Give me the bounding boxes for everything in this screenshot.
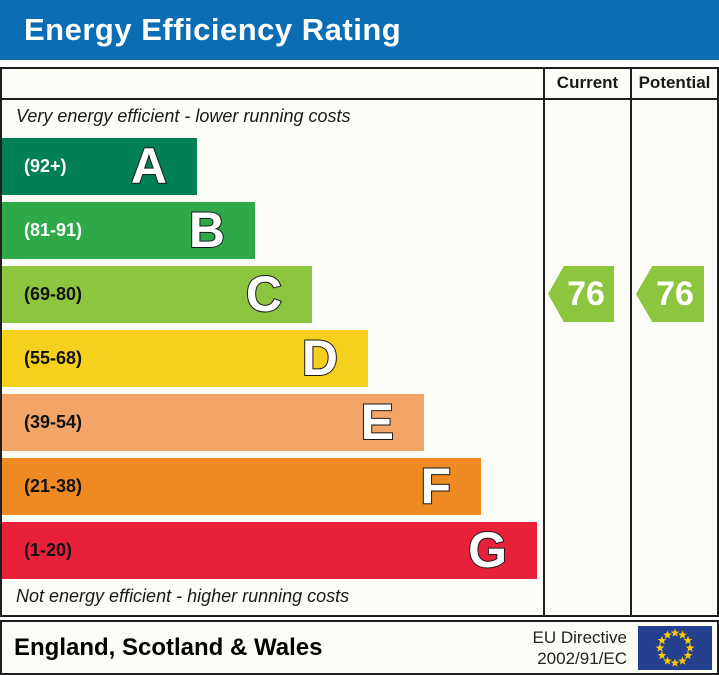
eu-directive-label: EU Directive 2002/91/EC [467,627,627,669]
eu-flag-icon [638,626,712,670]
band-F: (21-38) F [2,457,481,515]
band-A: (92+) A [2,137,197,195]
band-letter: D [301,329,339,387]
bottom-note: Not energy efficient - higher running co… [16,586,350,606]
band-range-label: (81-91) [24,220,83,240]
band-G: (1-20) G [2,521,537,579]
band-letter: C [245,265,283,323]
potential-rating-value: 76 [656,274,694,313]
band-range-label: (39-54) [24,412,83,432]
band-letter: F [419,457,452,515]
band-E: (39-54) E [2,393,424,451]
band-range-label: (21-38) [24,476,83,496]
band-letter: A [130,137,168,195]
column-header-current: Current [556,72,619,92]
top-note: Very energy efficient - lower running co… [16,106,351,126]
band-D: (55-68) D [2,329,368,387]
current-rating-value: 76 [567,274,605,313]
band-range-label: (69-80) [24,284,83,304]
band-letter: B [188,201,226,259]
footer-region-label: England, Scotland & Wales [14,633,323,661]
eu-directive-line1: EU Directive [532,628,627,647]
band-range-label: (1-20) [24,540,73,560]
potential-rating-arrow: 76 [636,266,704,322]
band-range-label: (92+) [24,156,67,176]
current-rating-arrow: 76 [548,266,614,322]
column-divider-current [543,67,545,617]
column-header-potential: Potential [638,72,711,92]
page-title: Energy Efficiency Rating [24,12,402,47]
band-letter: E [360,393,395,451]
band-C: (69-80) C [2,265,312,323]
band-B: (81-91) B [2,201,255,259]
band-letter: G [467,521,508,579]
column-divider-potential [630,67,632,617]
footer-bar [0,620,719,675]
title-bar: Energy Efficiency Rating [0,0,719,60]
band-range-label: (55-68) [24,348,83,368]
eu-directive-line2: 2002/91/EC [537,649,627,668]
header-underline [0,98,719,100]
